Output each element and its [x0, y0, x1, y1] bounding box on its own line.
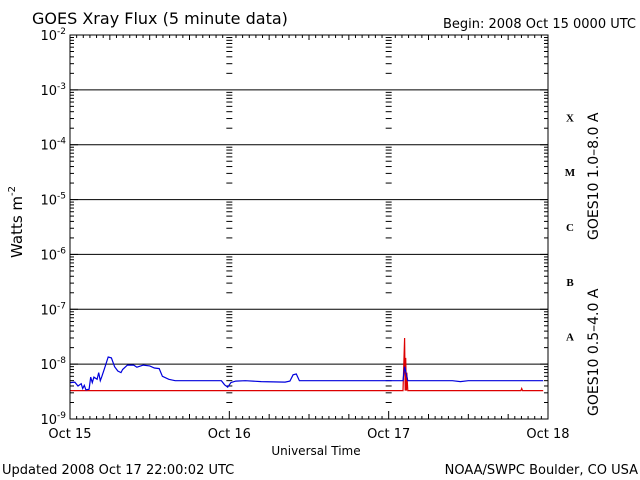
x-tick-label: Oct 15: [48, 427, 91, 442]
series-line-short-channel: [69, 356, 544, 391]
x-tick-label: Oct 18: [526, 427, 569, 442]
flare-class-label: M: [565, 167, 576, 179]
y-tick-label: 10-8: [40, 356, 66, 373]
begin-time: Begin: 2008 Oct 15 0000 UTC: [443, 17, 636, 32]
y-axis-label-main: Watts m: [8, 196, 26, 258]
legend-long-channel: GOES10 1.0–8.0 A: [586, 112, 602, 240]
series-line-long-channel: [70, 337, 544, 392]
x-tick-label: Oct 16: [208, 427, 251, 442]
legend-short-channel: GOES10 0.5–4.0 A: [586, 288, 602, 416]
y-tick-label: 10-7: [40, 301, 66, 318]
y-tick-label: 10-6: [40, 246, 66, 263]
series-layer: [69, 337, 544, 392]
credit-text: NOAA/SWPC Boulder, CO USA: [445, 463, 638, 478]
flare-class-label: C: [566, 222, 574, 234]
flare-class-label: A: [566, 332, 574, 344]
grid-layer: [69, 35, 549, 420]
chart-title: GOES Xray Flux (5 minute data): [32, 9, 288, 28]
x-axis-label: Universal Time: [271, 444, 360, 458]
x-tick-label: Oct 17: [367, 427, 410, 442]
y-axis-label: Watts m-2: [7, 186, 26, 258]
y-tick-label: 10-9: [40, 411, 66, 428]
y-tick-label: 10-5: [40, 192, 66, 209]
plot-frame: [69, 34, 549, 420]
y-tick-label: 10-3: [40, 82, 66, 99]
y-tick-label: 10-2: [40, 27, 66, 44]
y-tick-label: 10-4: [40, 137, 66, 154]
updated-timestamp: Updated 2008 Oct 17 22:00:02 UTC: [2, 463, 234, 478]
y-axis-label-sup: -2: [7, 186, 18, 196]
flare-class-label: X: [566, 112, 574, 124]
flare-class-label: B: [566, 277, 574, 289]
